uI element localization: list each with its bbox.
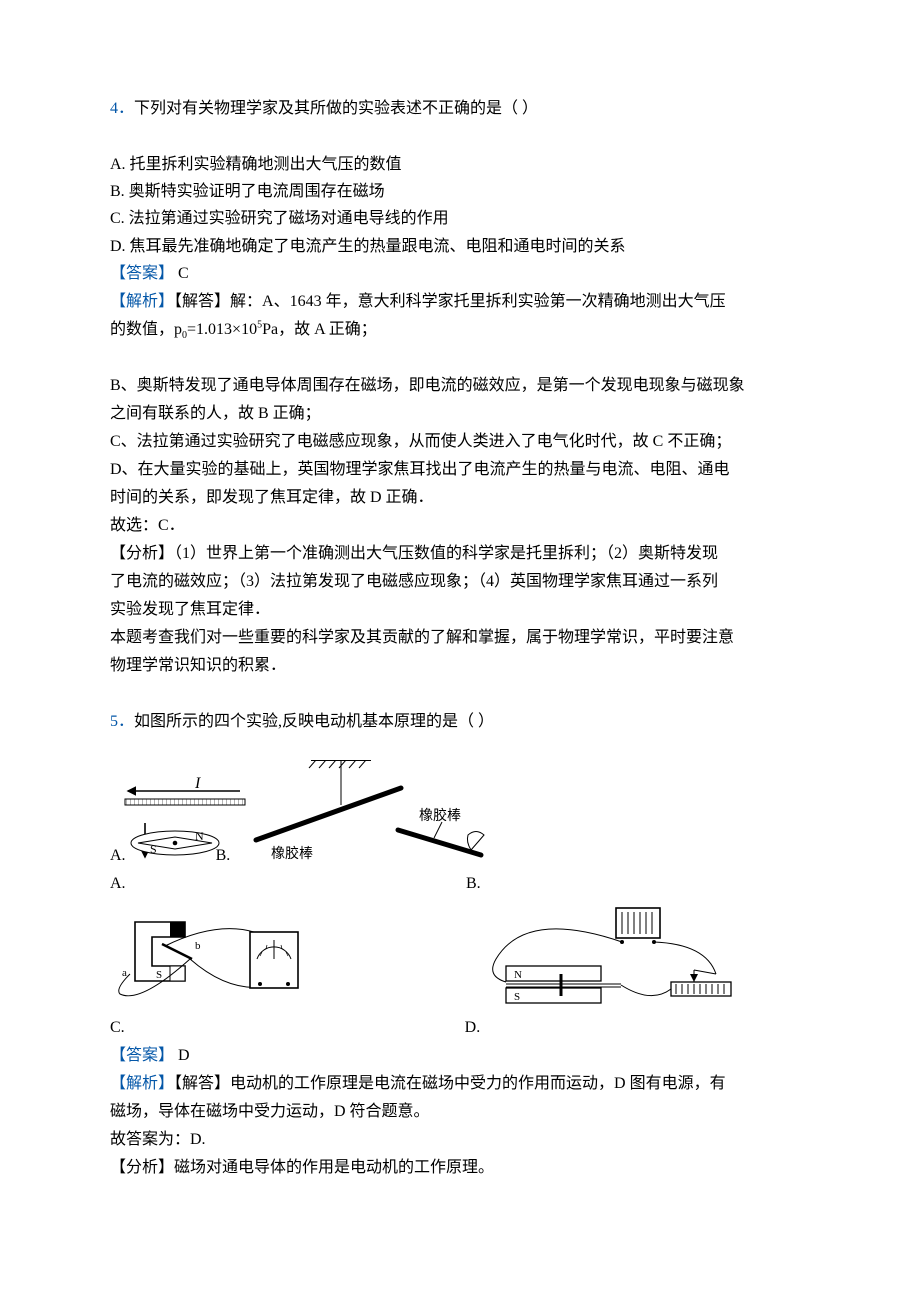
q4-opt-c: C. 法拉第通过实验研究了磁场对通电导线的作用 <box>110 205 810 232</box>
q4-stem-text: 下列对有关物理学家及其所做的实验表述不正确的是（ ） <box>134 100 538 117</box>
q4-answer: 【答案】 C <box>110 260 810 288</box>
q5-analysis-3: 故答案为：D. <box>110 1126 810 1154</box>
q4-fenxi-2: 了电流的磁效应；（3）法拉第发现了电磁感应现象；（4）英国物理学家焦耳通过一系列 <box>110 568 810 596</box>
svg-text:N: N <box>514 969 522 981</box>
q5-row2: N S a b <box>110 904 810 1014</box>
svg-text:N: N <box>195 829 204 843</box>
q5-answer-text: D <box>174 1047 190 1064</box>
q4-opt-b: B. 奥斯特实验证明了电流周围存在磁场 <box>110 178 810 205</box>
q5-optA-label: A. <box>110 842 126 870</box>
q5-analysis-2: 磁场，导体在磁场中受力运动，D 符合题意。 <box>110 1098 810 1126</box>
q4-analysis-line1: 【解析】【解答】解：A、1643 年，意大利科学家托里拆利实验第一次精确地测出大… <box>110 288 810 316</box>
q5-figD: N S <box>466 904 786 1014</box>
q4-analysis-d2: 时间的关系，即发现了焦耳定律，故 D 正确． <box>110 484 810 512</box>
rubber-rod-label-2: 橡胶棒 <box>419 807 461 824</box>
answer-label: 【答案】 <box>110 265 174 282</box>
q4-opt-a: A. 托里拆利实验精确地测出大气压的数值 <box>110 151 810 178</box>
q4-opt-d: D. 焦耳最先准确地确定了电流产生的热量跟电流、电阻和通电时间的关系 <box>110 233 810 260</box>
motor-principle-icon: N S <box>466 904 746 1014</box>
q4-p0-eq: =1.013×10 <box>187 321 257 338</box>
q4-analysis-select: 故选：C． <box>110 512 810 540</box>
q4-analysis-text1: 【解答】解：A、1643 年，意大利科学家托里拆利实验第一次精确地测出大气压 <box>174 293 726 310</box>
q5-row1: I S N A. <box>110 760 810 870</box>
analysis-label: 【解析】 <box>110 293 174 310</box>
q5-figC: N S a b <box>110 904 380 1014</box>
q5-analysis-1: 【解析】【解答】电动机的工作原理是电流在磁场中受力的作用而运动，D 图有电源，有 <box>110 1070 810 1098</box>
q5-stem: 5．如图所示的四个实验,反映电动机基本原理的是（ ） <box>110 708 810 736</box>
q4-p0-tail: Pa，故 A 正确； <box>262 321 377 338</box>
q5-stem-text: 如图所示的四个实验,反映电动机基本原理的是（ ） <box>134 713 494 730</box>
q5-fenxi: 【分析】磁场对通电导体的作用是电动机的工作原理。 <box>110 1154 810 1182</box>
q5-label-C: C. <box>110 1014 125 1042</box>
q4-fenxi-1: 【分析】（1）世界上第一个准确测出大气压数值的科学家是托里拆利；（2）奥斯特发现 <box>110 540 810 568</box>
q5-optB-label: B. <box>216 842 231 870</box>
spacer <box>110 736 810 754</box>
q5-analysis-text1: 【解答】电动机的工作原理是电流在磁场中受力的作用而运动，D 图有电源，有 <box>174 1075 726 1092</box>
q4-analysis-b2: 之间有联系的人，故 B 正确； <box>110 400 810 428</box>
spacer <box>110 123 810 151</box>
rubber-rod-label-1: 橡胶棒 <box>271 845 313 862</box>
spacer <box>110 680 810 708</box>
q4-options: A. 托里拆利实验精确地测出大气压的数值 B. 奥斯特实验证明了电流周围存在磁场… <box>110 151 810 260</box>
electromagnetic-induction-icon: N S a b <box>110 904 330 1014</box>
svg-text:S: S <box>150 842 157 856</box>
q4-analysis-line2: 的数值，p0=1.013×105Pa，故 A 正确； <box>110 316 810 345</box>
q4-p0-pre: 的数值，p <box>110 321 182 338</box>
q5-label-D: D. <box>465 1014 481 1042</box>
q5-row2-labels: C. D. <box>110 1014 810 1042</box>
q4-answer-text: C <box>174 265 189 282</box>
q4-analysis-d1: D、在大量实验的基础上，英国物理学家焦耳找出了电流产生的热量与电流、电阻、通电 <box>110 456 810 484</box>
q4-summary-2: 物理学常识知识的积累． <box>110 652 810 680</box>
q5-label-A: A. <box>110 870 128 898</box>
analysis-label: 【解析】 <box>110 1075 174 1092</box>
svg-text:N: N <box>156 925 164 937</box>
q5-figB: 橡胶棒 橡胶棒 <box>216 760 536 870</box>
rubber-rod-experiment-icon: 橡胶棒 橡胶棒 <box>216 760 486 870</box>
spacer <box>110 344 810 372</box>
q5-row1-labels: A. B. <box>110 870 810 898</box>
svg-text:S: S <box>156 969 162 981</box>
svg-text:b: b <box>195 940 201 952</box>
q5-label-B: B. <box>466 870 481 898</box>
svg-text:S: S <box>514 991 520 1003</box>
q4-analysis-c: C、法拉第通过实验研究了电磁感应现象，从而使人类进入了电气化时代，故 C 不正确… <box>110 428 810 456</box>
answer-label: 【答案】 <box>110 1047 174 1064</box>
q4-analysis-b1: B、奥斯特发现了通电导体周围存在磁场，即电流的磁效应，是第一个发现电现象与磁现象 <box>110 372 810 400</box>
q5-number: 5． <box>110 713 134 730</box>
q5-answer: 【答案】 D <box>110 1042 810 1070</box>
q4-fenxi-3: 实验发现了焦耳定律． <box>110 596 810 624</box>
q4-stem: 4．下列对有关物理学家及其所做的实验表述不正确的是（ ） <box>110 95 810 123</box>
q4-number: 4． <box>110 100 134 117</box>
svg-text:I: I <box>194 775 201 792</box>
q4-summary-1: 本题考查我们对一些重要的科学家及其贡献的了解和掌握，属于物理学常识，平时要注意 <box>110 624 810 652</box>
